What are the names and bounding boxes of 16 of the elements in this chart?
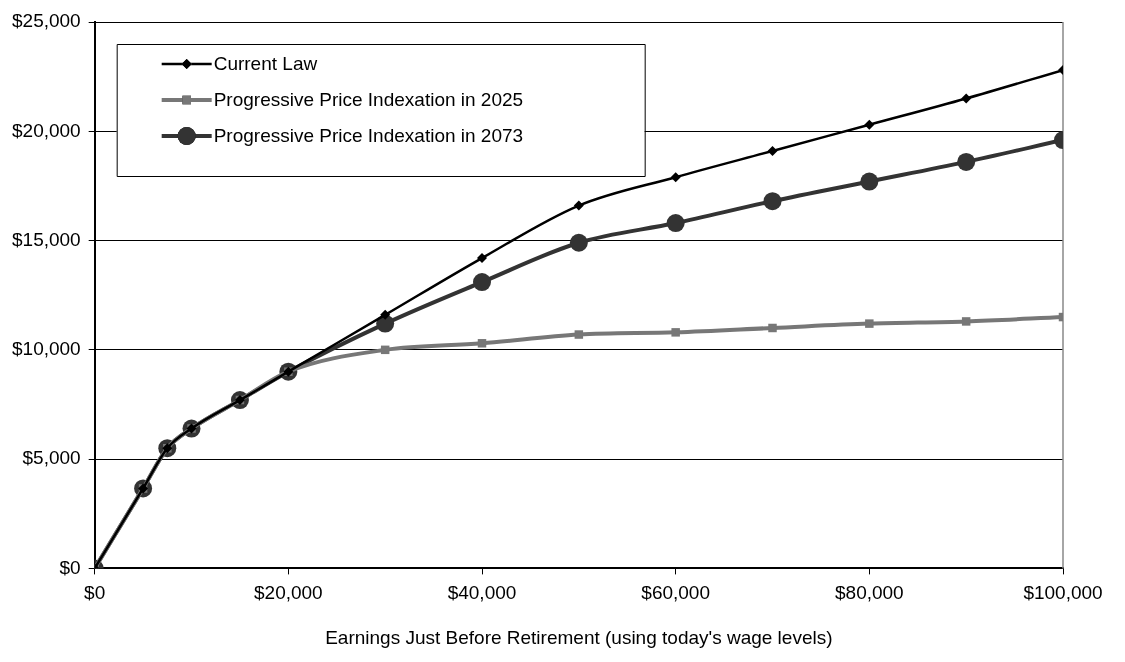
x-tick-label: $100,000: [1023, 582, 1103, 604]
y-tick-label: $0: [59, 556, 81, 578]
y-tick-label: $15,000: [11, 228, 81, 250]
x-tick-label: $80,000: [834, 582, 904, 604]
y-tick-label: $10,000: [11, 338, 81, 360]
x-tick-label: $40,000: [447, 582, 517, 604]
y-tick-label: $5,000: [22, 447, 81, 469]
legend-label: Progressive Price Indexation in 2073: [213, 125, 524, 147]
x-tick-label: $20,000: [254, 582, 323, 604]
y-tick-label: $25,000: [11, 10, 81, 32]
legend-label: Progressive Price Indexation in 2025: [213, 89, 524, 111]
x-tick-label: $0: [84, 582, 106, 604]
x-tick-label: $60,000: [641, 582, 711, 604]
legend-label: Current Law: [213, 53, 318, 75]
x-axis-title: Earnings Just Before Retirement (using today's wage levels): [325, 626, 833, 648]
y-tick-label: $20,000: [11, 119, 81, 141]
